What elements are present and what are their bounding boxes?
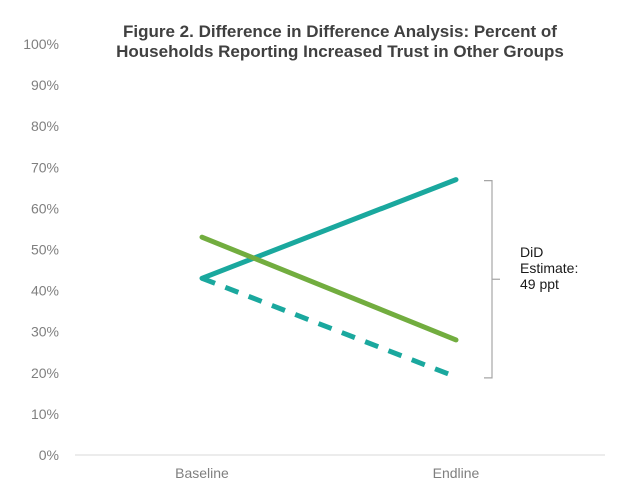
y-tick-label: 80% (31, 118, 59, 134)
y-tick-label: 60% (31, 200, 59, 216)
x-tick-label: Endline (433, 465, 480, 481)
series-line-1 (199, 177, 459, 281)
did-annotation-line: DiD (520, 244, 543, 260)
series-group (199, 177, 459, 380)
x-axis-ticks: Baseline Endline (175, 465, 479, 481)
series-line-3 (201, 275, 457, 380)
did-bracket-path (484, 180, 500, 379)
chart-title: Figure 2. Difference in Difference Analy… (116, 22, 564, 61)
did-annotation: DiD Estimate: 49 ppt (520, 244, 578, 292)
y-tick-label: 20% (31, 365, 59, 381)
y-tick-label: 100% (23, 36, 59, 52)
series-line-2 (199, 234, 459, 343)
y-tick-label: 70% (31, 159, 59, 175)
y-axis-ticks: 0% 10% 20% 30% 40% 50% 60% 70% 80% 90% 100% (23, 36, 59, 463)
y-tick-label: 40% (31, 283, 59, 299)
y-tick-label: 50% (31, 242, 59, 258)
did-bracket (484, 180, 500, 379)
did-annotation-line: Estimate: (520, 260, 578, 276)
y-tick-label: 90% (31, 77, 59, 93)
y-tick-label: 30% (31, 324, 59, 340)
y-tick-label: 10% (31, 406, 59, 422)
did-annotation-line: 49 ppt (520, 276, 559, 292)
x-tick-label: Baseline (175, 465, 229, 481)
y-tick-label: 0% (39, 447, 59, 463)
